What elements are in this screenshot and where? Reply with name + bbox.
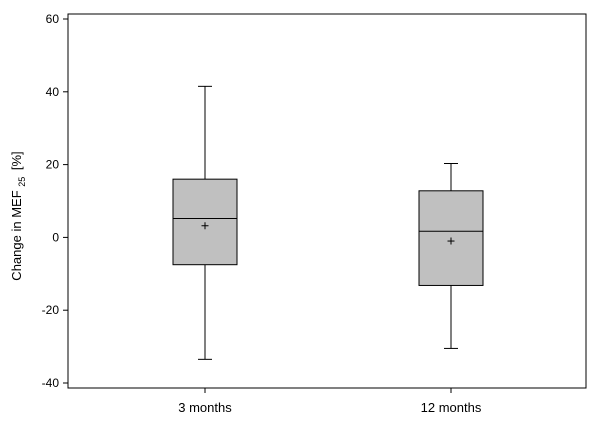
iqr-box <box>172 178 238 266</box>
y-axis-title-main: Change in MEF <box>9 190 24 280</box>
y-tick-label: 20 <box>46 158 60 172</box>
mean-marker <box>201 222 209 230</box>
x-axis: 3 months 12 months <box>178 388 482 415</box>
box-group <box>418 163 484 349</box>
box-series <box>172 85 484 360</box>
mean-marker <box>447 237 455 245</box>
y-axis: -40 -20 0 20 40 60 <box>42 12 68 390</box>
y-tick-label: 0 <box>52 230 59 244</box>
plot-frame <box>67 13 587 389</box>
box-group <box>172 85 238 360</box>
y-tick-label: -20 <box>42 303 60 317</box>
y-tick-label: 60 <box>46 12 60 26</box>
y-axis-title-subscript: 25 <box>17 177 27 187</box>
y-tick-label: 40 <box>46 85 60 99</box>
x-category-label: 12 months <box>421 400 482 415</box>
y-axis-title-unit: [%] <box>9 151 24 170</box>
x-category-label: 3 months <box>178 400 232 415</box>
y-axis-title: Change in MEF 25 [%] <box>9 151 28 280</box>
y-tick-label: -40 <box>42 376 60 390</box>
